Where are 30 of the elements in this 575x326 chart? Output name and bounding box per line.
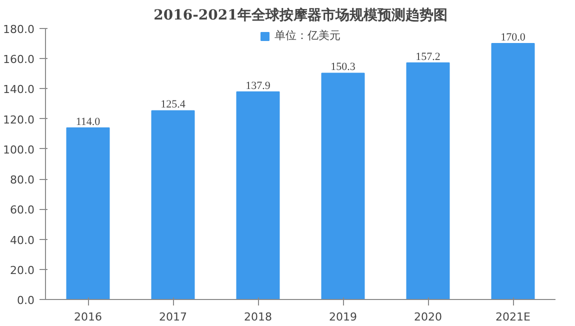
data-label: 114.0: [76, 116, 101, 128]
y-tick-label: 60.0: [10, 204, 35, 217]
y-tick-label: 180.0: [3, 23, 35, 36]
y-tick-label: 20.0: [10, 264, 35, 277]
data-label: 157.2: [416, 50, 440, 63]
data-label: 125.4: [160, 98, 186, 111]
x-tick-label: 2016: [74, 310, 102, 324]
y-tick-label: 160.0: [3, 53, 35, 66]
chart-title: 2016-2021年全球按摩器市场规模预测趋势图: [154, 6, 448, 24]
y-tick-label: 140.0: [3, 83, 35, 96]
data-label: 137.9: [246, 80, 271, 92]
y-tick-label: 80.0: [10, 174, 35, 187]
x-tick-label: 2018: [244, 310, 272, 324]
bar: [321, 72, 365, 300]
y-tick-label: 40.0: [10, 234, 35, 247]
y-tick-label: 120.0: [3, 113, 35, 126]
x-tick-label: 2021E: [496, 310, 531, 324]
bar: [66, 127, 110, 300]
bar: [151, 110, 195, 300]
y-tick-label: 0.0: [17, 294, 35, 307]
x-tick-label: 2019: [329, 310, 358, 324]
y-tick-label: 100.0: [3, 143, 35, 156]
x-tick-label: 2017: [159, 310, 188, 324]
data-label: 170.0: [500, 32, 526, 44]
bar: [406, 62, 450, 300]
x-tick-label: 2020: [414, 310, 442, 324]
bar: [236, 91, 280, 300]
legend-label: 单位：亿美元: [274, 28, 340, 43]
data-label: 150.3: [330, 61, 356, 74]
bar: [491, 43, 535, 300]
